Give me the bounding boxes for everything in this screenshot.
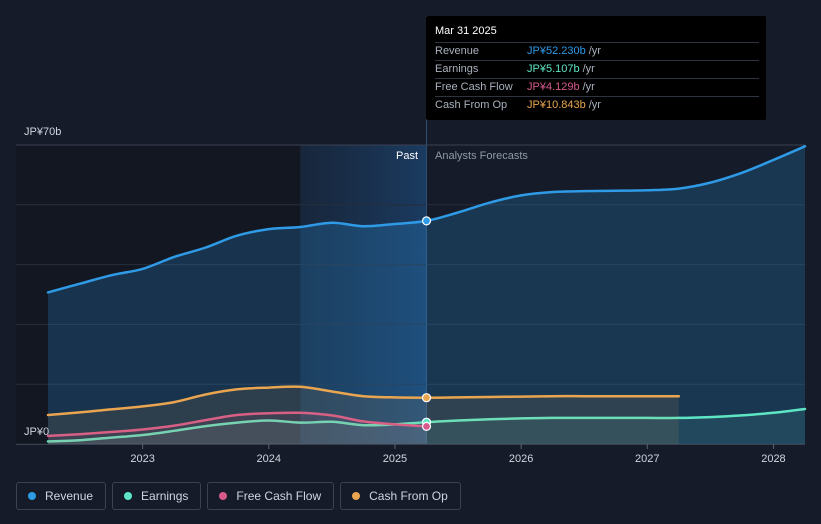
markers bbox=[421, 216, 432, 431]
tooltip-value: JP¥4.129b bbox=[527, 81, 580, 93]
chart-background bbox=[16, 145, 427, 444]
legend-item-free-cash-flow[interactable]: Free Cash Flow bbox=[207, 482, 335, 510]
x-tick-label: 2023 bbox=[130, 453, 154, 465]
legend-dot-icon bbox=[219, 492, 228, 500]
marker-free-cash-flow bbox=[421, 421, 432, 431]
legend-dot-icon bbox=[28, 492, 36, 500]
legend-label: Cash From Op bbox=[369, 489, 448, 503]
series-area-revenue bbox=[48, 146, 805, 445]
forecast-label: Analysts Forecasts bbox=[435, 150, 528, 162]
legend-dot-icon bbox=[352, 492, 361, 500]
tooltip-unit: /yr bbox=[588, 99, 601, 111]
series-area-cash-from-op bbox=[48, 386, 679, 444]
tooltip-label: Revenue bbox=[435, 45, 480, 57]
legend-label: Revenue bbox=[45, 489, 94, 503]
tooltip-row-revenue: Revenue JP¥52.230b /yr bbox=[435, 42, 759, 60]
legend-dot-icon bbox=[124, 492, 133, 500]
legend-label: Free Cash Flow bbox=[236, 489, 322, 503]
tooltip-value: JP¥52.230b bbox=[527, 45, 586, 57]
series-line-cash-from-op bbox=[46, 385, 681, 417]
x-tick-label: 2025 bbox=[383, 453, 407, 465]
x-tick-label: 2026 bbox=[509, 453, 533, 465]
series-line-free-cash-flow bbox=[46, 411, 428, 438]
x-axis: 2023 2024 2025 2026 2027 2028 bbox=[16, 444, 805, 465]
tooltip-value: JP¥5.107b bbox=[527, 63, 580, 75]
tooltip-label: Earnings bbox=[435, 63, 479, 75]
x-tick-label: 2024 bbox=[257, 453, 281, 465]
legend-item-revenue[interactable]: Revenue bbox=[16, 482, 107, 510]
tooltip-label: Free Cash Flow bbox=[435, 81, 513, 93]
tooltip-unit: /yr bbox=[588, 45, 601, 57]
legend-label: Earnings bbox=[141, 489, 189, 503]
tooltip-row-earnings: Earnings JP¥5.107b /yr bbox=[435, 60, 759, 78]
tooltip-row-cash-from-op: Cash From Op JP¥10.843b /yr bbox=[435, 96, 759, 114]
y-axis-top-label: JP¥70b bbox=[24, 126, 62, 138]
tooltip: Mar 31 2025 Revenue JP¥52.230b /yr Earni… bbox=[426, 16, 766, 120]
tooltip-unit: /yr bbox=[582, 81, 595, 93]
x-tick-label: 2027 bbox=[635, 453, 659, 465]
y-axis-bottom-label: JP¥0 bbox=[24, 426, 50, 438]
past-shade-band bbox=[300, 145, 427, 444]
marker-revenue bbox=[421, 216, 432, 226]
legend-item-cash-from-op[interactable]: Cash From Op bbox=[340, 482, 461, 510]
tooltip-unit: /yr bbox=[582, 63, 595, 75]
past-label: Past bbox=[396, 150, 419, 162]
tooltip-label: Cash From Op bbox=[435, 99, 508, 111]
tooltip-row-free-cash-flow: Free Cash Flow JP¥4.129b /yr bbox=[435, 78, 759, 96]
x-tick-label: 2028 bbox=[761, 453, 785, 465]
tooltip-date: Mar 31 2025 bbox=[435, 25, 497, 37]
legend: Revenue Earnings Free Cash Flow Cash Fro… bbox=[16, 482, 461, 512]
series-area-free-cash-flow bbox=[48, 412, 427, 444]
tooltip-value: JP¥10.843b bbox=[527, 99, 586, 111]
legend-item-earnings[interactable]: Earnings bbox=[112, 482, 202, 510]
marker-cash-from-op bbox=[421, 393, 432, 403]
series-layer bbox=[46, 145, 807, 445]
